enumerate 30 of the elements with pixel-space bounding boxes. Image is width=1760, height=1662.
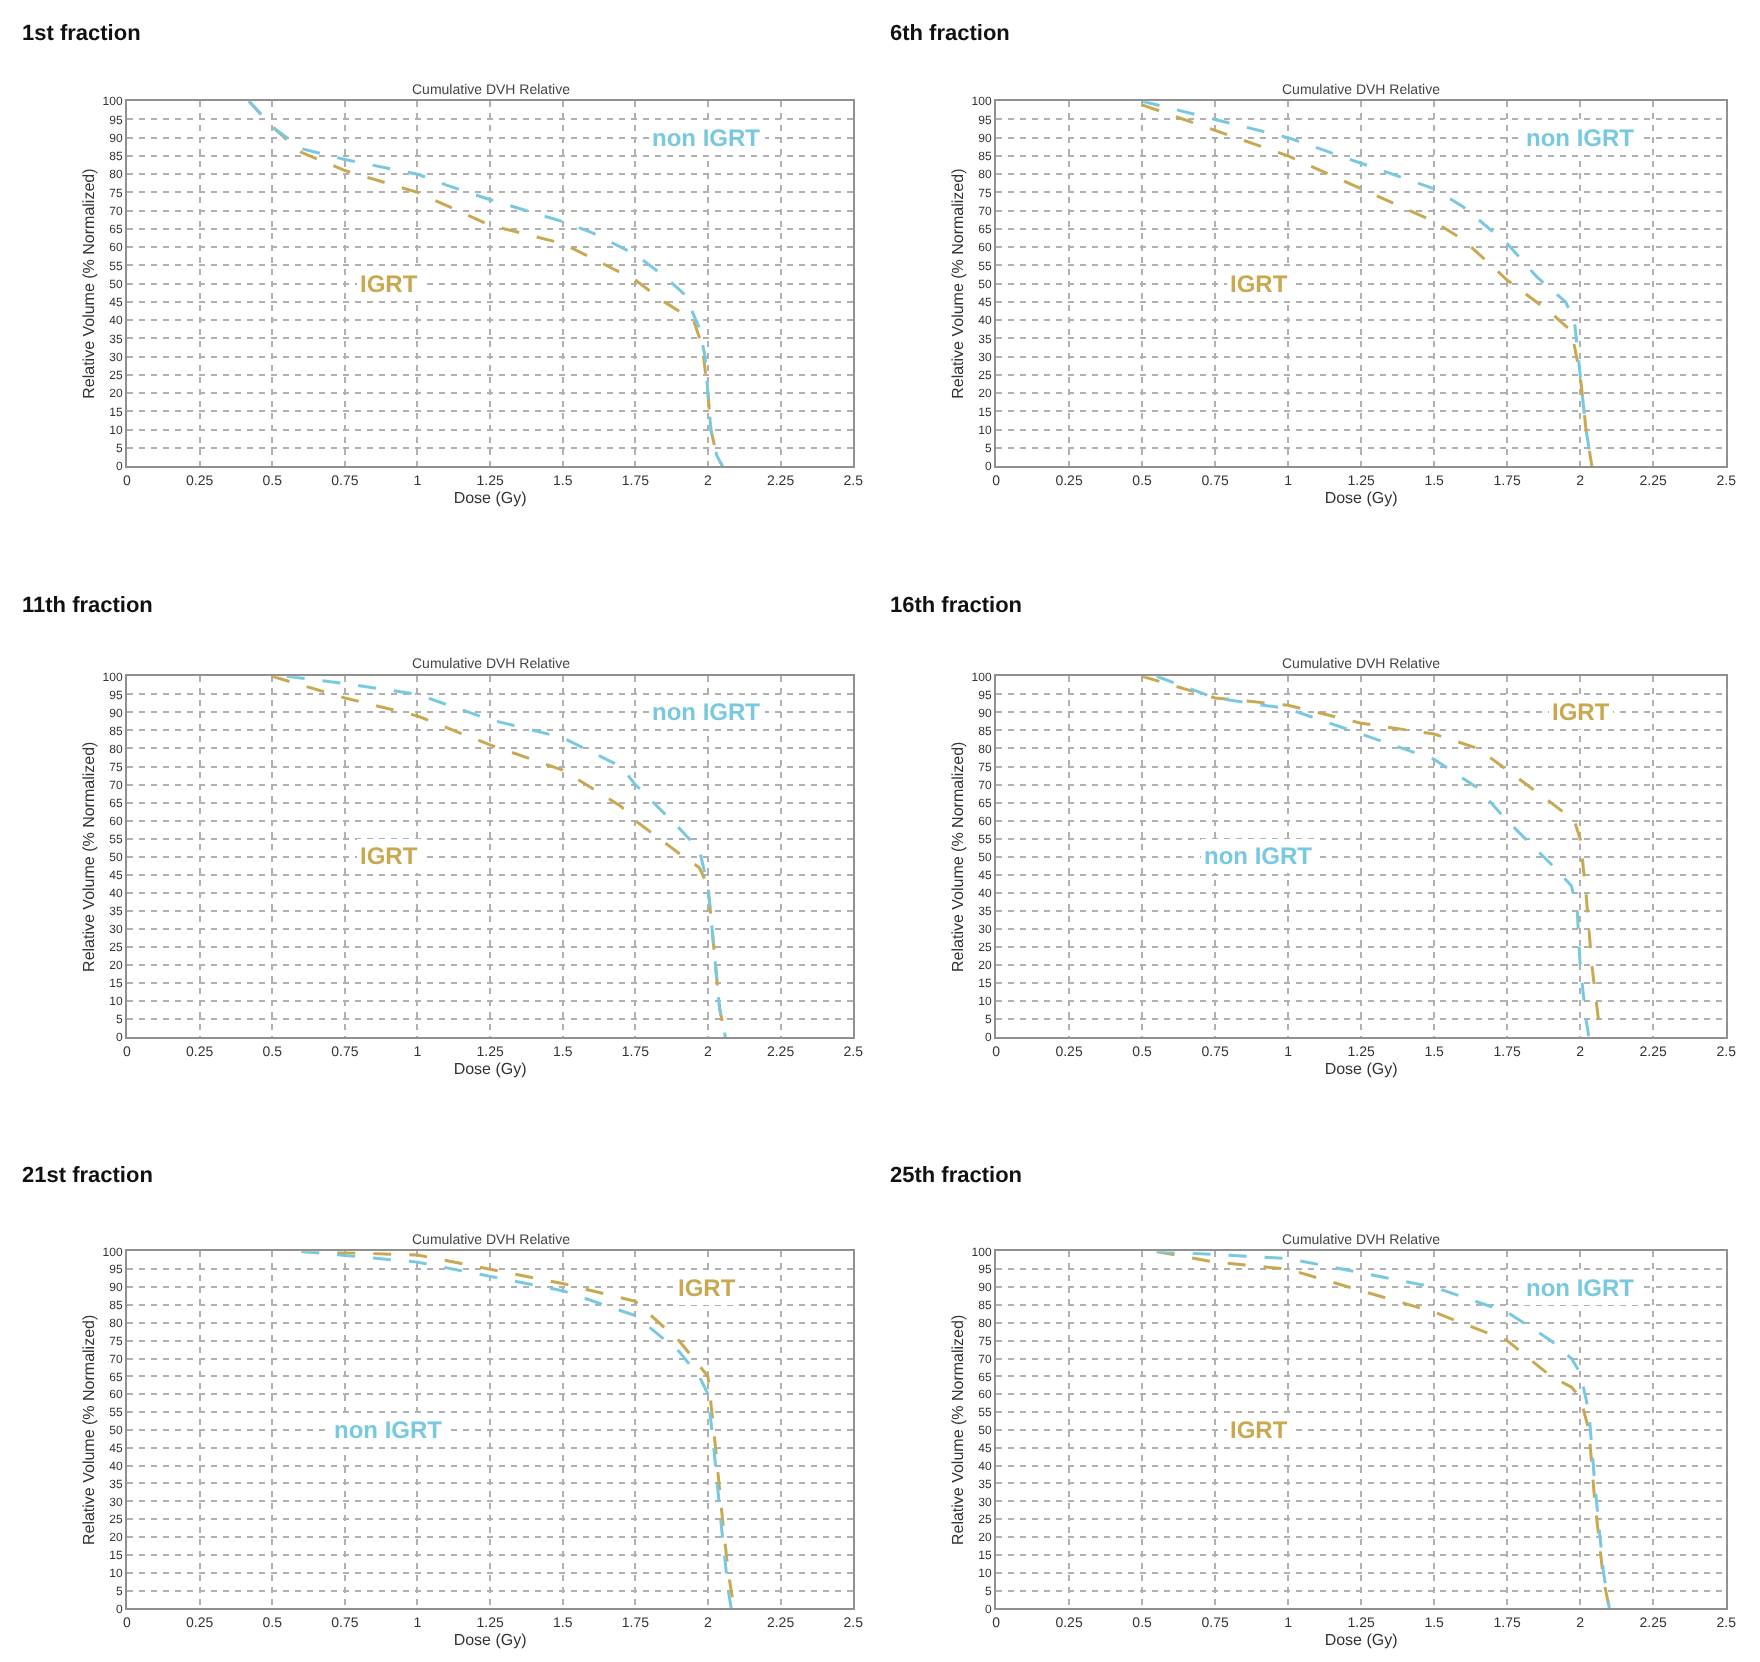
y-axis-title: Relative Volume (% Normalized) <box>949 167 968 399</box>
text: non IGRT <box>652 124 762 152</box>
y-axis-title: Relative Volume (% Normalized) <box>949 740 968 972</box>
chart-title: 25th fraction <box>890 1164 1023 1188</box>
text: non IGRT <box>1204 842 1314 870</box>
x-axis-title: Dose (Gy) <box>1324 1631 1399 1650</box>
y-axis-title: Relative Volume (% Normalized) <box>79 740 98 972</box>
chart-title: 21st fraction <box>22 1164 154 1188</box>
text: non IGRT <box>1526 124 1636 152</box>
chart-title: 1st fraction <box>22 22 142 46</box>
text: IGRT <box>1552 698 1611 726</box>
y-axis-title: Relative Volume (% Normalized) <box>79 1314 98 1546</box>
y-axis-title: Relative Volume (% Normalized) <box>79 167 98 399</box>
x-axis-title: Dose (Gy) <box>453 1060 528 1079</box>
text: non IGRT <box>334 1416 444 1444</box>
text: IGRT <box>1230 1416 1289 1444</box>
text: IGRT <box>360 842 419 870</box>
chart-title: 11th fraction <box>22 594 154 618</box>
x-axis-title: Dose (Gy) <box>1324 1060 1399 1079</box>
series-label: IGRT <box>678 1274 737 1302</box>
chart-title: 6th fraction <box>890 22 1011 46</box>
x-axis-title: Dose (Gy) <box>453 1631 528 1650</box>
series-label: non IGRT <box>1526 1274 1636 1302</box>
x-axis-title: Dose (Gy) <box>1324 489 1399 508</box>
y-axis-title: Relative Volume (% Normalized) <box>949 1314 968 1546</box>
text: non IGRT <box>652 698 762 726</box>
text: IGRT <box>1230 270 1289 298</box>
x-axis-title: Dose (Gy) <box>453 489 528 508</box>
chart-title: 16th fraction <box>890 594 1023 618</box>
text: IGRT <box>360 270 419 298</box>
